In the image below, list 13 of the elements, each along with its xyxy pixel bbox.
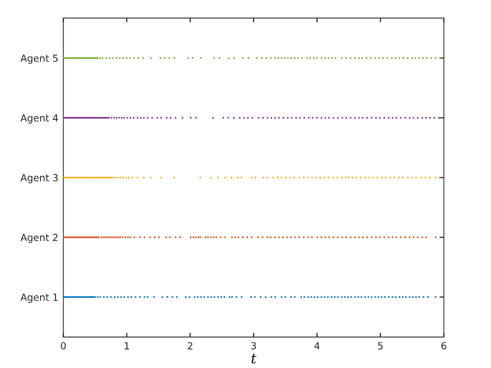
- y-tick-label: Agent 3: [20, 174, 58, 184]
- y-tick-label: Agent 4: [20, 114, 58, 124]
- x-tick-label: 4: [314, 342, 320, 350]
- x-axis-title: t: [252, 354, 256, 364]
- x-tick-label: 1: [124, 342, 129, 350]
- x-tick-label: 6: [441, 342, 446, 350]
- x-tick-label: 5: [378, 342, 383, 350]
- x-tick-label: 0: [60, 342, 66, 350]
- y-tick-label: Agent 2: [20, 234, 58, 244]
- x-tick-label: 2: [188, 342, 192, 350]
- y-tick-label: Agent 5: [20, 54, 58, 64]
- y-tick-label: Agent 1: [20, 294, 58, 303]
- x-tick-label: 3: [251, 342, 256, 350]
